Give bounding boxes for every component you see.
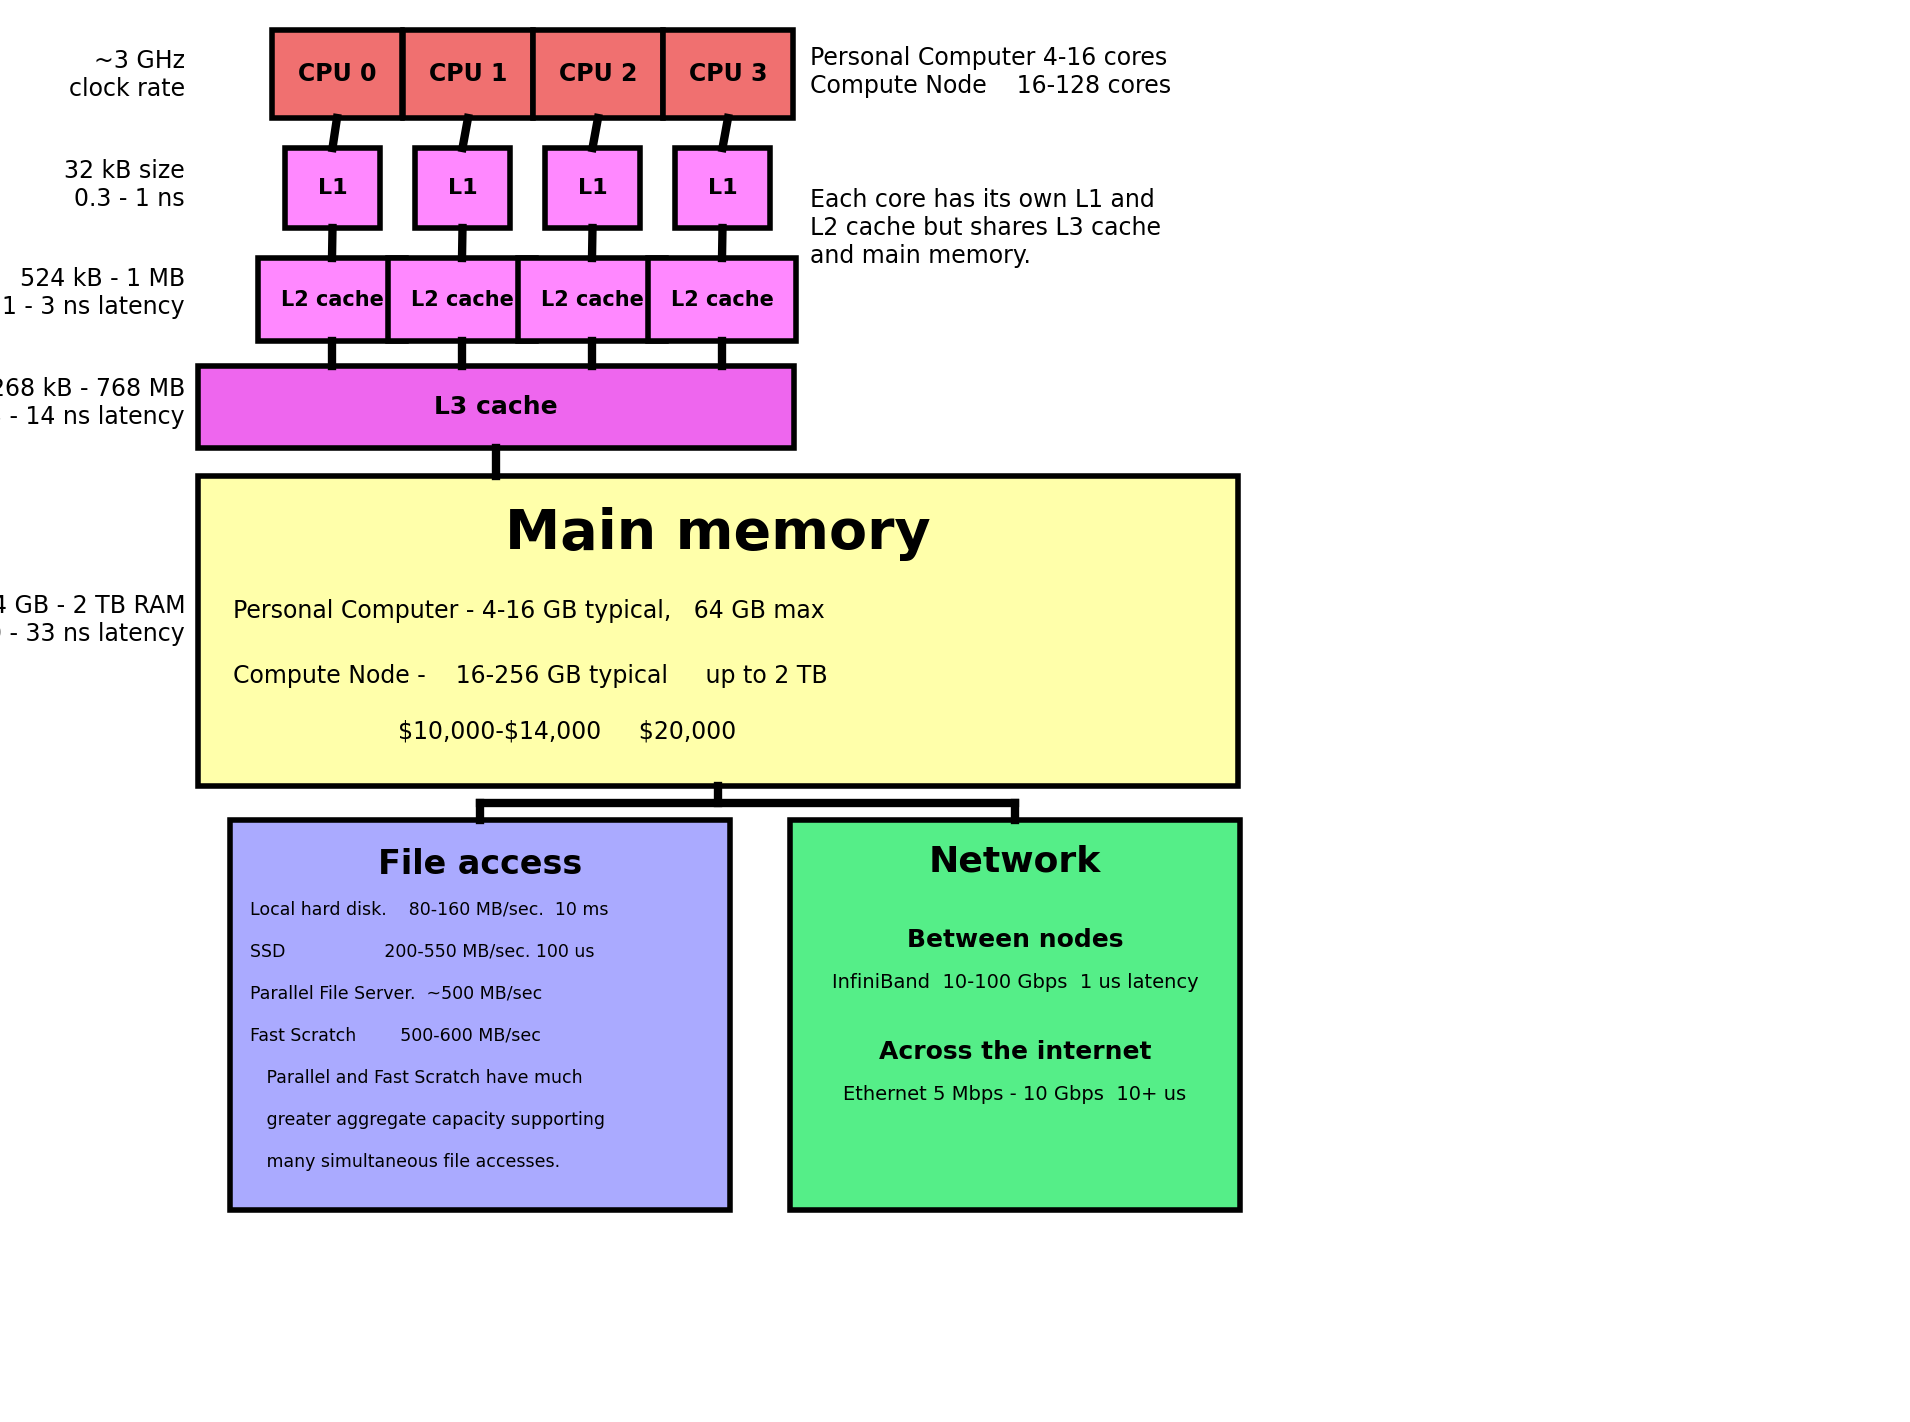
Bar bbox=[271, 30, 401, 118]
Bar bbox=[647, 257, 796, 341]
Text: CPU 0: CPU 0 bbox=[298, 63, 376, 85]
Text: Main memory: Main memory bbox=[504, 508, 930, 562]
Text: many simultaneous file accesses.: many simultaneous file accesses. bbox=[250, 1153, 560, 1170]
Bar bbox=[388, 257, 537, 341]
Bar bbox=[403, 30, 533, 118]
Text: L1: L1 bbox=[577, 178, 607, 198]
Bar bbox=[258, 257, 407, 341]
Text: CPU 1: CPU 1 bbox=[430, 63, 508, 85]
Text: 268 kB - 768 MB
3 - 14 ns latency: 268 kB - 768 MB 3 - 14 ns latency bbox=[0, 377, 185, 429]
Text: File access: File access bbox=[378, 849, 583, 882]
Text: SSD                  200-550 MB/sec. 100 us: SSD 200-550 MB/sec. 100 us bbox=[250, 943, 594, 961]
Text: CPU 2: CPU 2 bbox=[560, 63, 638, 85]
Text: Personal Computer 4-16 cores
Compute Node    16-128 cores: Personal Computer 4-16 cores Compute Nod… bbox=[810, 46, 1171, 98]
Bar bbox=[199, 365, 795, 448]
Bar bbox=[674, 148, 770, 228]
Text: greater aggregate capacity supporting: greater aggregate capacity supporting bbox=[250, 1111, 605, 1129]
Bar bbox=[229, 820, 730, 1210]
Text: $10,000-$14,000     $20,000: $10,000-$14,000 $20,000 bbox=[233, 720, 735, 744]
Text: Network: Network bbox=[928, 845, 1102, 879]
Text: L1: L1 bbox=[447, 178, 478, 198]
Bar bbox=[285, 148, 380, 228]
Text: L2 cache: L2 cache bbox=[281, 290, 384, 310]
Text: L3 cache: L3 cache bbox=[434, 395, 558, 419]
Bar bbox=[791, 820, 1240, 1210]
Text: ~3 GHz
clock rate: ~3 GHz clock rate bbox=[69, 50, 185, 101]
Text: Between nodes: Between nodes bbox=[907, 929, 1123, 951]
Text: InfiniBand  10-100 Gbps  1 us latency: InfiniBand 10-100 Gbps 1 us latency bbox=[831, 973, 1198, 991]
Bar bbox=[544, 148, 640, 228]
Bar bbox=[533, 30, 663, 118]
Text: L2 cache: L2 cache bbox=[411, 290, 514, 310]
Text: Each core has its own L1 and
L2 cache but shares L3 cache
and main memory.: Each core has its own L1 and L2 cache bu… bbox=[810, 188, 1161, 267]
Text: Across the internet: Across the internet bbox=[879, 1039, 1152, 1064]
Text: 524 kB - 1 MB
1 - 3 ns latency: 524 kB - 1 MB 1 - 3 ns latency bbox=[2, 267, 185, 319]
Text: 4 GB - 2 TB RAM
20 - 33 ns latency: 4 GB - 2 TB RAM 20 - 33 ns latency bbox=[0, 594, 185, 646]
Text: 32 kB size
0.3 - 1 ns: 32 kB size 0.3 - 1 ns bbox=[65, 159, 185, 210]
Text: Fast Scratch        500-600 MB/sec: Fast Scratch 500-600 MB/sec bbox=[250, 1027, 541, 1045]
Bar bbox=[518, 257, 667, 341]
Text: L2 cache: L2 cache bbox=[670, 290, 774, 310]
Text: CPU 3: CPU 3 bbox=[690, 63, 768, 85]
Text: Compute Node -    16-256 GB typical     up to 2 TB: Compute Node - 16-256 GB typical up to 2… bbox=[233, 664, 827, 688]
Text: Parallel and Fast Scratch have much: Parallel and Fast Scratch have much bbox=[250, 1069, 583, 1086]
Text: Local hard disk.    80-160 MB/sec.  10 ms: Local hard disk. 80-160 MB/sec. 10 ms bbox=[250, 902, 609, 919]
Text: L1: L1 bbox=[709, 178, 737, 198]
Text: L2 cache: L2 cache bbox=[541, 290, 644, 310]
Text: Ethernet 5 Mbps - 10 Gbps  10+ us: Ethernet 5 Mbps - 10 Gbps 10+ us bbox=[844, 1085, 1186, 1105]
Text: Personal Computer - 4-16 GB typical,   64 GB max: Personal Computer - 4-16 GB typical, 64 … bbox=[233, 599, 825, 623]
Text: L1: L1 bbox=[317, 178, 348, 198]
Text: Parallel File Server.  ~500 MB/sec: Parallel File Server. ~500 MB/sec bbox=[250, 985, 542, 1003]
Bar bbox=[663, 30, 793, 118]
Bar bbox=[199, 476, 1238, 786]
Bar bbox=[414, 148, 510, 228]
